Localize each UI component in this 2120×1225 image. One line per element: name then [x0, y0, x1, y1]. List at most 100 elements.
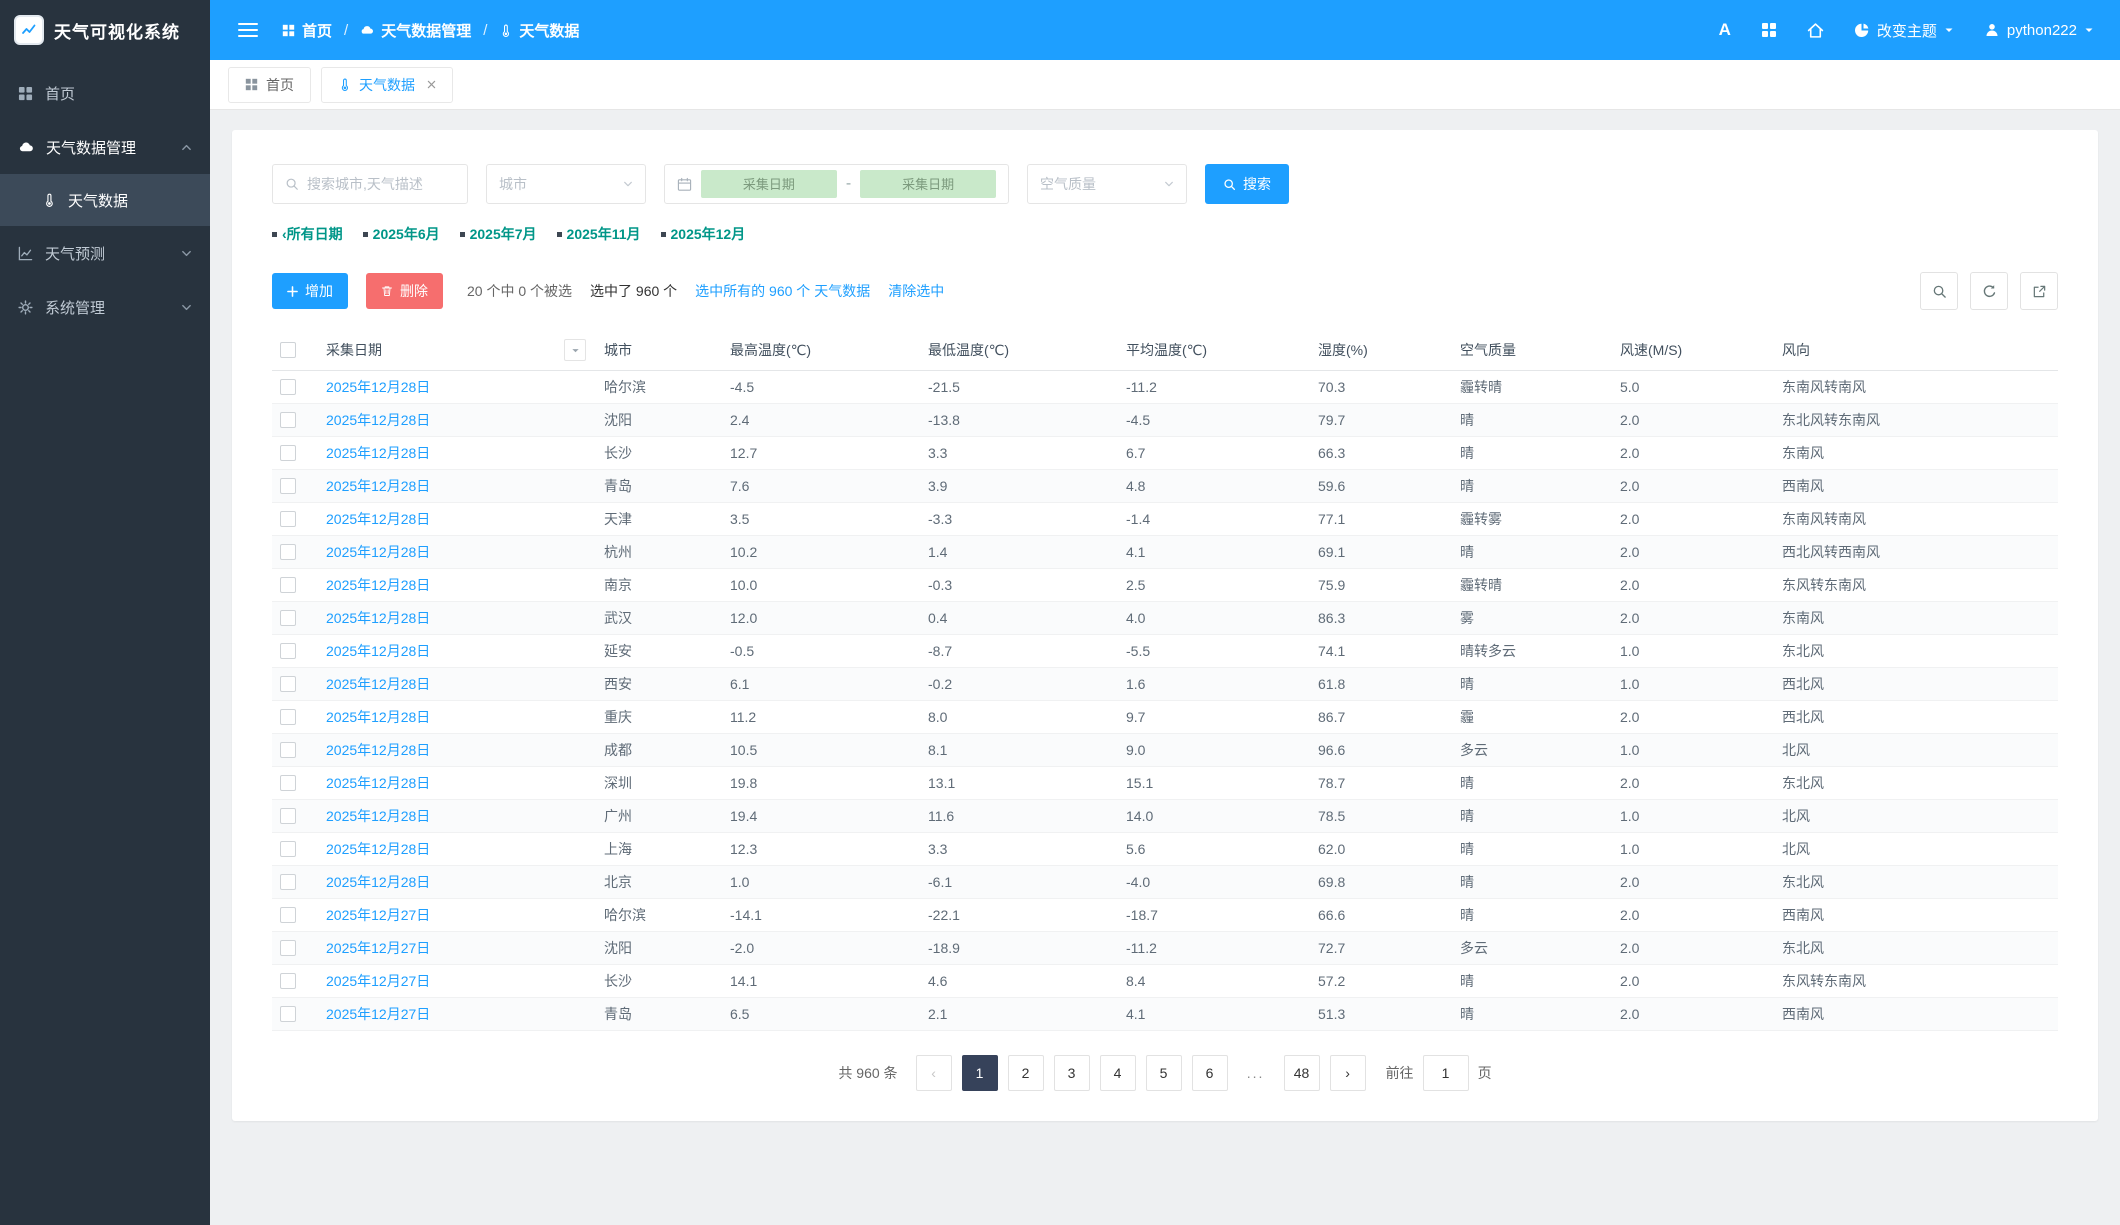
page-button[interactable]: 48: [1283, 1054, 1320, 1091]
row-date-link[interactable]: 2025年12月28日: [326, 411, 431, 428]
pagination-ellipsis[interactable]: ...: [1238, 1055, 1274, 1091]
row-checkbox[interactable]: [280, 610, 296, 627]
date-end-input[interactable]: [860, 170, 997, 198]
column-header-city[interactable]: 城市: [596, 330, 722, 371]
row-date-link[interactable]: 2025年12月28日: [326, 444, 431, 461]
next-page-button[interactable]: ›: [1329, 1054, 1366, 1091]
page-button[interactable]: 2: [1007, 1054, 1044, 1091]
page-button[interactable]: 6: [1191, 1054, 1228, 1091]
delete-button[interactable]: 删除: [366, 273, 443, 309]
column-header-avg-temp[interactable]: 平均温度(℃): [1118, 330, 1310, 371]
date-filter-link[interactable]: 2025年11月: [556, 224, 641, 244]
row-checkbox[interactable]: [280, 676, 296, 693]
sort-caret-icon[interactable]: [564, 339, 586, 361]
tab-weather-data[interactable]: 天气数据: [321, 66, 453, 103]
row-date-link[interactable]: 2025年12月28日: [326, 642, 431, 659]
row-checkbox[interactable]: [280, 643, 296, 660]
breadcrumb-weather-data-management[interactable]: 天气数据管理: [360, 20, 471, 41]
prev-page-button[interactable]: ‹: [915, 1054, 952, 1091]
sidebar-item-system-management[interactable]: 系统管理: [0, 280, 210, 334]
row-date-link[interactable]: 2025年12月28日: [326, 675, 431, 692]
row-checkbox[interactable]: [280, 874, 296, 891]
menu-toggle-icon[interactable]: [236, 19, 260, 41]
row-checkbox[interactable]: [280, 544, 296, 561]
row-checkbox[interactable]: [280, 709, 296, 726]
search-input[interactable]: [307, 176, 455, 192]
page-button[interactable]: 4: [1099, 1054, 1136, 1091]
row-date-link[interactable]: 2025年12月27日: [326, 972, 431, 989]
home-icon[interactable]: [1807, 22, 1824, 39]
column-header-wind-speed[interactable]: 风速(M/S): [1612, 330, 1774, 371]
select-all-checkbox[interactable]: [280, 342, 296, 359]
add-button[interactable]: 增加: [272, 273, 348, 309]
date-filter-link-label[interactable]: 2025年12月: [670, 226, 746, 242]
row-date-link[interactable]: 2025年12月27日: [326, 939, 431, 956]
breadcrumb-weather-data[interactable]: 天气数据: [499, 20, 579, 41]
clear-selection-link[interactable]: 清除选中: [888, 283, 945, 299]
page-button[interactable]: 1: [961, 1054, 998, 1091]
user-menu[interactable]: python222: [1984, 22, 2094, 39]
column-header-wind-direction[interactable]: 风向: [1774, 330, 2058, 371]
export-icon[interactable]: [2020, 272, 2058, 310]
row-checkbox[interactable]: [280, 478, 296, 495]
row-date-link[interactable]: 2025年12月28日: [326, 378, 431, 395]
row-checkbox[interactable]: [280, 841, 296, 858]
refresh-icon[interactable]: [1970, 272, 2008, 310]
row-date-link[interactable]: 2025年12月28日: [326, 873, 431, 890]
filter-search-icon[interactable]: [1920, 272, 1958, 310]
row-date-link[interactable]: 2025年12月28日: [326, 807, 431, 824]
sidebar-item-weather-data[interactable]: 天气数据: [0, 174, 210, 226]
select-all-link[interactable]: 选中所有的 960 个 天气数据: [695, 283, 871, 299]
row-date-link[interactable]: 2025年12月28日: [326, 576, 431, 593]
row-checkbox[interactable]: [280, 1006, 296, 1023]
page-button[interactable]: 5: [1145, 1054, 1182, 1091]
row-checkbox[interactable]: [280, 577, 296, 594]
date-start-input[interactable]: [701, 170, 837, 198]
goto-page-input[interactable]: [1422, 1054, 1469, 1091]
row-checkbox[interactable]: [280, 907, 296, 924]
row-date-link[interactable]: 2025年12月28日: [326, 774, 431, 791]
date-filter-link-label[interactable]: 2025年6月: [372, 226, 440, 242]
row-date-link[interactable]: 2025年12月28日: [326, 609, 431, 626]
column-header-humidity[interactable]: 湿度(%): [1310, 330, 1452, 371]
sidebar-item-home[interactable]: 首页: [0, 66, 210, 120]
row-date-link[interactable]: 2025年12月28日: [326, 477, 431, 494]
row-checkbox[interactable]: [280, 379, 296, 396]
theme-switcher[interactable]: 改变主题: [1854, 20, 1954, 41]
date-filter-link[interactable]: 2025年6月: [362, 224, 440, 244]
air-quality-select[interactable]: 空气质量: [1027, 164, 1187, 204]
tab-home[interactable]: 首页: [228, 66, 311, 103]
row-checkbox[interactable]: [280, 511, 296, 528]
column-header-high-temp[interactable]: 最高温度(℃): [722, 330, 920, 371]
date-filter-link[interactable]: 2025年7月: [459, 224, 537, 244]
row-checkbox[interactable]: [280, 940, 296, 957]
apps-icon[interactable]: [1761, 22, 1777, 38]
close-icon[interactable]: [427, 80, 436, 89]
date-filter-link-label[interactable]: 2025年7月: [469, 226, 537, 242]
column-header-air-quality[interactable]: 空气质量: [1452, 330, 1612, 371]
row-date-link[interactable]: 2025年12月28日: [326, 708, 431, 725]
date-filter-link-label[interactable]: ‹所有日期: [282, 226, 343, 242]
column-header-low-temp[interactable]: 最低温度(℃): [920, 330, 1118, 371]
row-checkbox[interactable]: [280, 445, 296, 462]
row-checkbox[interactable]: [280, 808, 296, 825]
row-checkbox[interactable]: [280, 412, 296, 429]
date-filter-link-label[interactable]: 2025年11月: [566, 226, 641, 242]
row-checkbox[interactable]: [280, 973, 296, 990]
sidebar-item-weather-data-management[interactable]: 天气数据管理: [0, 120, 210, 174]
date-filter-link[interactable]: ‹所有日期: [272, 224, 343, 244]
breadcrumb-home[interactable]: 首页: [282, 20, 332, 41]
row-date-link[interactable]: 2025年12月27日: [326, 1005, 431, 1022]
row-date-link[interactable]: 2025年12月27日: [326, 906, 431, 923]
row-checkbox[interactable]: [280, 742, 296, 759]
row-date-link[interactable]: 2025年12月28日: [326, 741, 431, 758]
column-header-date[interactable]: 采集日期: [318, 330, 596, 371]
row-date-link[interactable]: 2025年12月28日: [326, 543, 431, 560]
row-date-link[interactable]: 2025年12月28日: [326, 510, 431, 527]
date-filter-link[interactable]: 2025年12月: [660, 224, 746, 244]
sidebar-item-weather-forecast[interactable]: 天气预测: [0, 226, 210, 280]
search-button[interactable]: 搜索: [1205, 164, 1289, 204]
page-button[interactable]: 3: [1053, 1054, 1090, 1091]
font-size-button[interactable]: A: [1719, 20, 1731, 40]
row-date-link[interactable]: 2025年12月28日: [326, 840, 431, 857]
